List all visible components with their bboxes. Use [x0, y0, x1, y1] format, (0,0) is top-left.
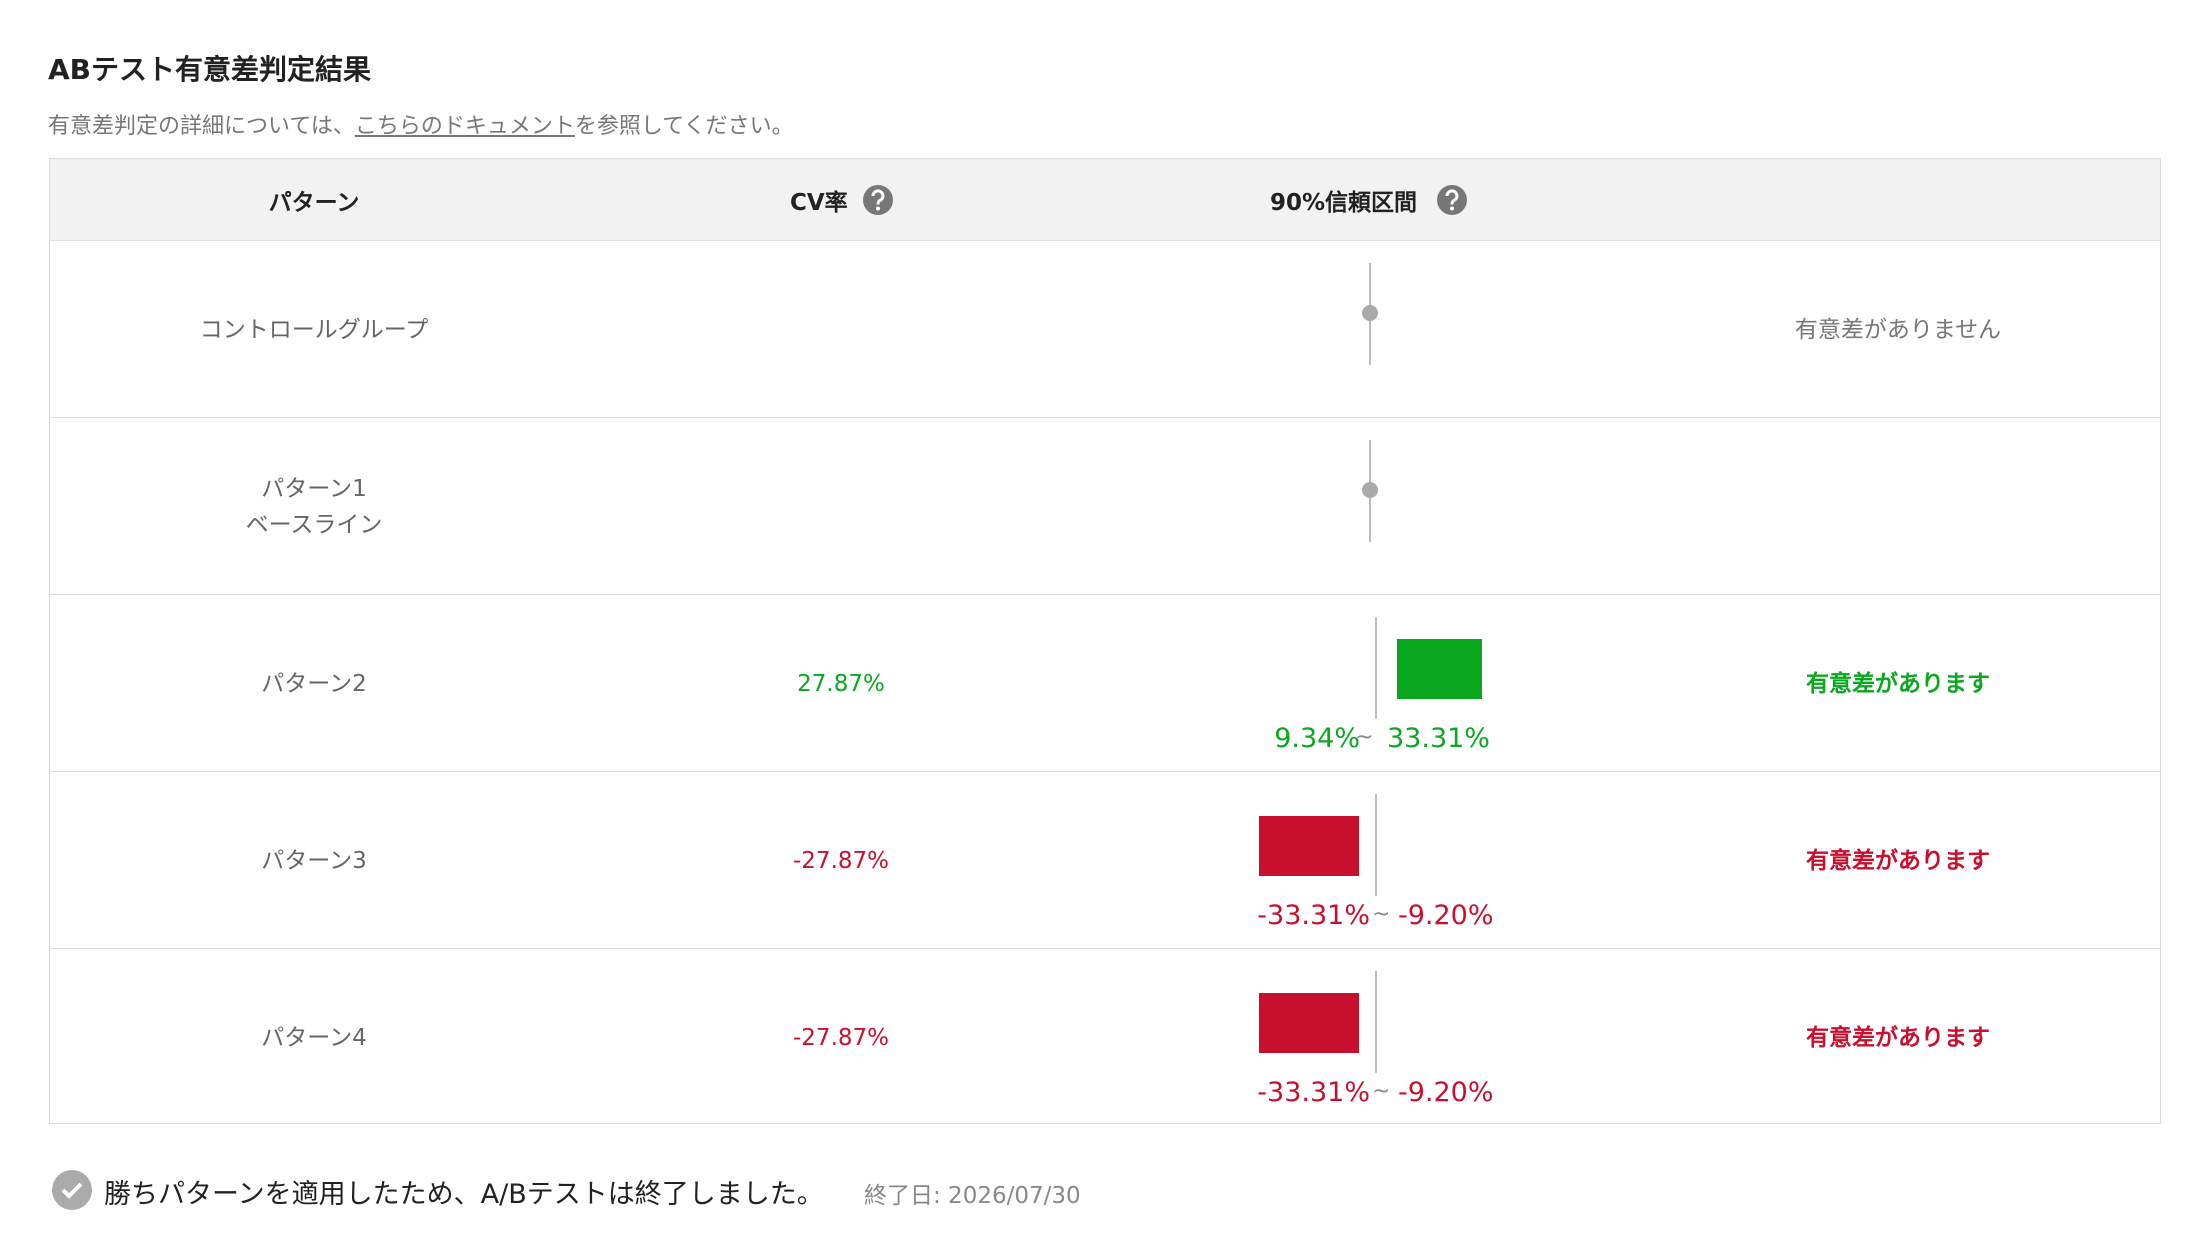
pattern-name: パターン4 — [50, 949, 578, 1126]
result-label: 有意差があります — [1806, 847, 1990, 874]
cv-value: -27.87% — [793, 847, 889, 874]
table-row: パターン3 -27.87% -33.31% ~ -9.20% 有意差があります — [50, 772, 2160, 949]
ci-low: -33.31% — [1257, 1077, 1370, 1108]
zero-line — [1375, 971, 1377, 1073]
doc-link[interactable]: こちらのドキュメント — [354, 114, 575, 139]
table-header: パターン CV率 90%信頼区間 — [50, 159, 2160, 241]
zero-line — [1375, 617, 1377, 719]
column-header: 90%信頼区間 — [1270, 190, 1418, 216]
pattern-name: パターン3 — [50, 772, 578, 949]
ci-high: -9.20% — [1398, 900, 1494, 931]
result: 有意差があります — [1698, 772, 2098, 949]
ci-separator: ~ — [1372, 902, 1391, 927]
table-row: パターン2 27.87% 9.34% ~ 33.31% 有意差があります — [50, 595, 2160, 772]
help-icon[interactable] — [862, 184, 894, 216]
result: 有意差があります — [1698, 595, 2098, 772]
pattern-name: パターン2 — [50, 595, 578, 772]
pattern-label: パターン2 — [261, 670, 367, 697]
pattern-label: コントロールグループ — [199, 316, 429, 343]
desc-text: を参照してください。 — [574, 114, 794, 139]
result-table: パターン CV率 90%信頼区間 コントロールグループ 有意差がありません パタ… — [49, 158, 2161, 1124]
result-label: 有意差があります — [1806, 1024, 1990, 1051]
pattern-sub: ベースライン — [245, 511, 383, 538]
result: 有意差があります — [1698, 949, 2098, 1126]
ci-high: -9.20% — [1398, 1077, 1494, 1108]
pattern-label: パターン1 — [261, 475, 367, 502]
end-date: 終了日: 2026/07/30 — [864, 1183, 1081, 1209]
ci-bar — [1259, 816, 1359, 876]
ci-bar — [1259, 993, 1359, 1053]
ci-low: -33.31% — [1257, 900, 1370, 931]
ci-low: 9.34% — [1274, 723, 1360, 754]
ci-separator: ~ — [1372, 1079, 1391, 1104]
pattern-label: パターン3 — [261, 847, 367, 874]
table-row: パターン1 ベースライン — [50, 418, 2160, 595]
result-label: 有意差がありません — [1794, 316, 2002, 343]
ci-bar — [1397, 639, 1482, 699]
description: 有意差判定の詳細については、こちらのドキュメントを参照してください。 — [48, 108, 794, 140]
pattern-name: コントロールグループ — [50, 241, 578, 418]
pattern-name: パターン1 ベースライン — [50, 418, 578, 595]
cv-rate: -27.87% — [641, 949, 1041, 1126]
ci-separator: ~ — [1355, 725, 1374, 750]
pattern-label: パターン4 — [261, 1024, 367, 1051]
ci-high: 33.31% — [1387, 723, 1490, 754]
check-icon — [52, 1170, 92, 1210]
table-row: パターン4 -27.87% -33.31% ~ -9.20% 有意差があります — [50, 949, 2160, 1126]
cv-value: -27.87% — [793, 1024, 889, 1051]
result: 有意差がありません — [1698, 241, 2098, 418]
ci-dot — [1362, 482, 1378, 498]
cv-rate: 27.87% — [641, 595, 1041, 772]
cv-value: 27.87% — [797, 670, 885, 697]
desc-text: 有意差判定の詳細については、 — [48, 114, 355, 139]
result-label: 有意差があります — [1806, 670, 1990, 697]
column-header: CV率 — [790, 190, 848, 216]
title: ABテスト有意差判定結果 — [48, 53, 372, 86]
cv-rate: -27.87% — [641, 772, 1041, 949]
zero-line — [1375, 794, 1377, 896]
table-row: コントロールグループ 有意差がありません — [50, 241, 2160, 418]
end-message: 勝ちパターンを適用したため、A/Bテストは終了しました。 — [104, 1179, 824, 1210]
help-icon[interactable] — [1436, 184, 1468, 216]
ci-dot — [1362, 305, 1378, 321]
column-header: パターン — [268, 190, 360, 216]
